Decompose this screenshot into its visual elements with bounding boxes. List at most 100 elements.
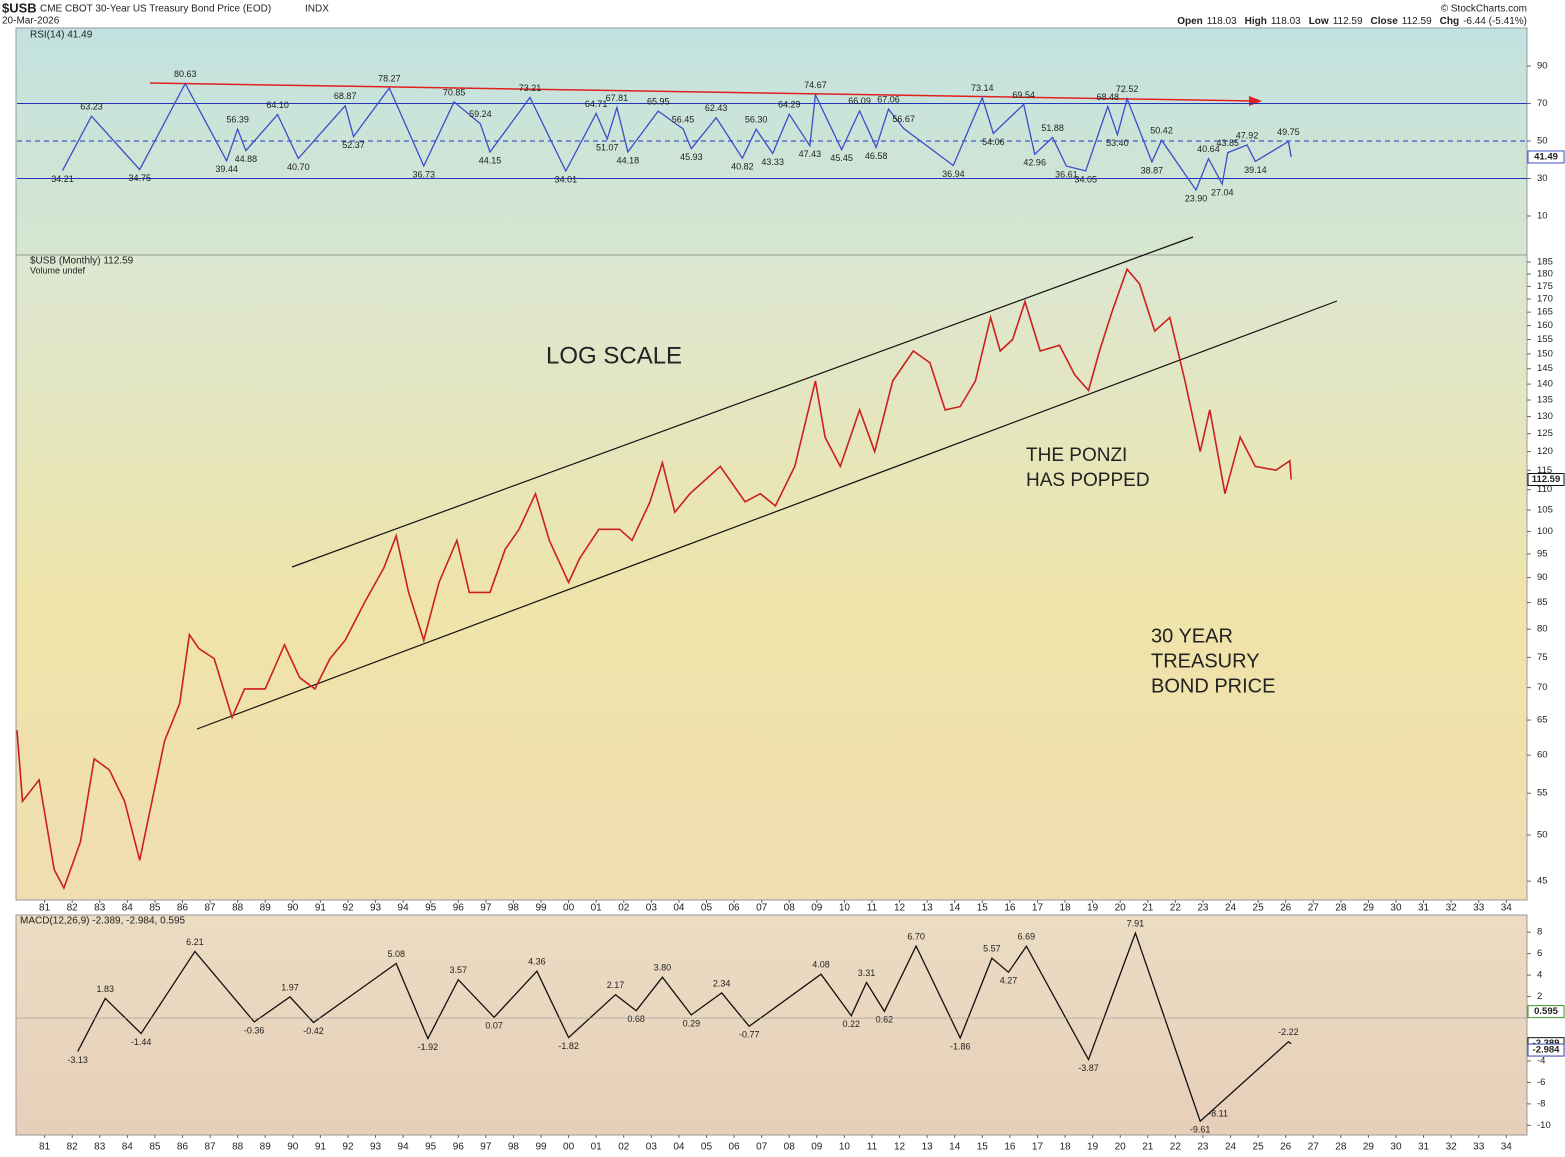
x-tick-label: 87	[204, 903, 216, 914]
x-tick-label: 15	[977, 903, 989, 914]
quote-label: Close	[1371, 16, 1399, 27]
data-label: 45.93	[680, 152, 703, 162]
x-tick-label: 05	[701, 1142, 713, 1153]
annotation: THE PONZI	[1026, 445, 1127, 466]
x-tick-label: 93	[370, 903, 382, 914]
x-tick-label: 12	[894, 903, 906, 914]
x-tick-label: 21	[1142, 1142, 1154, 1153]
x-tick-label: 14	[949, 903, 961, 914]
y-tick-label: 80	[1537, 624, 1548, 635]
histogram-value-box	[1527, 1005, 1565, 1019]
x-tick-label: 82	[67, 1142, 79, 1153]
data-label: 53.40	[1106, 138, 1129, 148]
series-line	[16, 267, 1292, 890]
date: 20-Mar-2026	[2, 16, 60, 27]
x-tick-label: 09	[811, 1142, 823, 1153]
last-value-box	[1527, 150, 1565, 164]
x-tick-label: 99	[535, 903, 547, 914]
x-tick-label: 98	[508, 1142, 520, 1153]
data-label: 0.22	[843, 1019, 861, 1029]
x-tick-label: 05	[701, 903, 713, 914]
quote-value: 112.59	[1333, 16, 1363, 27]
y-tick-label: 85	[1537, 597, 1548, 608]
data-label: 68.48	[1097, 92, 1120, 102]
y-tick-label: 50	[1537, 829, 1548, 840]
x-tick-label: 31	[1418, 1142, 1430, 1153]
data-label: 0.62	[876, 1015, 894, 1025]
x-tick-label: 22	[1170, 903, 1182, 914]
data-label: 65.95	[647, 97, 670, 107]
x-tick-label: 95	[425, 903, 437, 914]
x-tick-label: 20	[1115, 903, 1127, 914]
data-label: 39.14	[1244, 165, 1267, 175]
data-label: 34.75	[128, 173, 151, 183]
quote-value: 118.03	[1207, 16, 1237, 27]
data-label: 36.94	[942, 169, 965, 179]
price-panel	[15, 254, 1528, 901]
macd-panel	[15, 914, 1528, 1136]
data-label: 43.85	[1216, 138, 1239, 148]
rsi-panel	[15, 27, 1528, 256]
y-tick-label: 75	[1537, 652, 1548, 663]
x-tick-label: 30	[1390, 1142, 1402, 1153]
x-tick-label: 02	[618, 1142, 630, 1153]
x-tick-label: 19	[1087, 1142, 1099, 1153]
data-label: 40.82	[731, 162, 754, 172]
x-tick-label: 16	[1004, 1142, 1016, 1153]
x-tick-label: 86	[177, 1142, 189, 1153]
data-label: -1.86	[950, 1041, 971, 1051]
data-label: 43.33	[761, 157, 784, 167]
x-tick-label: 10	[839, 903, 851, 914]
y-tick-label: 8	[1537, 927, 1542, 938]
x-tick-label: 13	[922, 1142, 934, 1153]
x-tick-label: 06	[729, 1142, 741, 1153]
x-tick-label: 87	[204, 1142, 216, 1153]
y-tick-label: 155	[1537, 334, 1553, 345]
data-label: 78.27	[378, 73, 401, 83]
data-label: 69.54	[1012, 90, 1035, 100]
x-tick-label: 17	[1032, 1142, 1044, 1153]
exchange: INDX	[305, 4, 329, 15]
data-label: 39.44	[215, 164, 238, 174]
x-tick-label: 83	[94, 903, 106, 914]
data-label: 72.52	[1116, 84, 1139, 94]
x-tick-label: 11	[867, 1142, 878, 1153]
x-tick-label: 27	[1308, 903, 1320, 914]
data-label: 54.06	[982, 137, 1005, 147]
x-tick-label: 84	[122, 903, 134, 914]
y-tick-label: 95	[1537, 548, 1548, 559]
channel-upper	[291, 236, 1194, 568]
data-label: 23.90	[1185, 193, 1208, 203]
x-tick-label: 29	[1363, 1142, 1375, 1153]
y-tick-label: 180	[1537, 269, 1553, 280]
data-label: -2.22	[1278, 1027, 1299, 1037]
macd-title: MACD(12,26,9) -2.389, -2.984, 0.595	[20, 916, 186, 927]
x-tick-label: 94	[398, 903, 410, 914]
price-title: $USB (Monthly) 112.59	[30, 256, 134, 267]
data-label: 3.31	[858, 968, 876, 978]
x-tick-label: 28	[1335, 903, 1347, 914]
x-tick-label: 99	[535, 1142, 547, 1153]
copyright: © StockCharts.com	[1441, 4, 1527, 15]
x-tick-label: 26	[1280, 903, 1292, 914]
x-tick-label: 00	[563, 903, 575, 914]
y-tick-label: 135	[1537, 395, 1553, 406]
data-label: 44.15	[479, 155, 502, 165]
data-label: 68.87	[334, 91, 357, 101]
x-tick-label: 85	[149, 903, 161, 914]
quote-value: 118.03	[1271, 16, 1301, 27]
x-tick-label: 30	[1390, 903, 1402, 914]
data-label: 56.67	[892, 114, 915, 124]
x-tick-label: 28	[1335, 1142, 1347, 1153]
y-tick-label: -8	[1537, 1098, 1545, 1109]
data-label: 46.58	[865, 151, 888, 161]
data-label: 34.21	[51, 174, 74, 184]
last-value: 112.59	[1532, 474, 1561, 485]
x-tick-label: 33	[1473, 1142, 1485, 1153]
x-tick-label: 01	[591, 1142, 603, 1153]
data-label: 38.87	[1141, 165, 1164, 175]
y-tick-label: 170	[1537, 294, 1553, 305]
y-tick-label: 150	[1537, 348, 1553, 359]
x-tick-label: 81	[39, 903, 51, 914]
data-label: 4.08	[812, 960, 830, 970]
